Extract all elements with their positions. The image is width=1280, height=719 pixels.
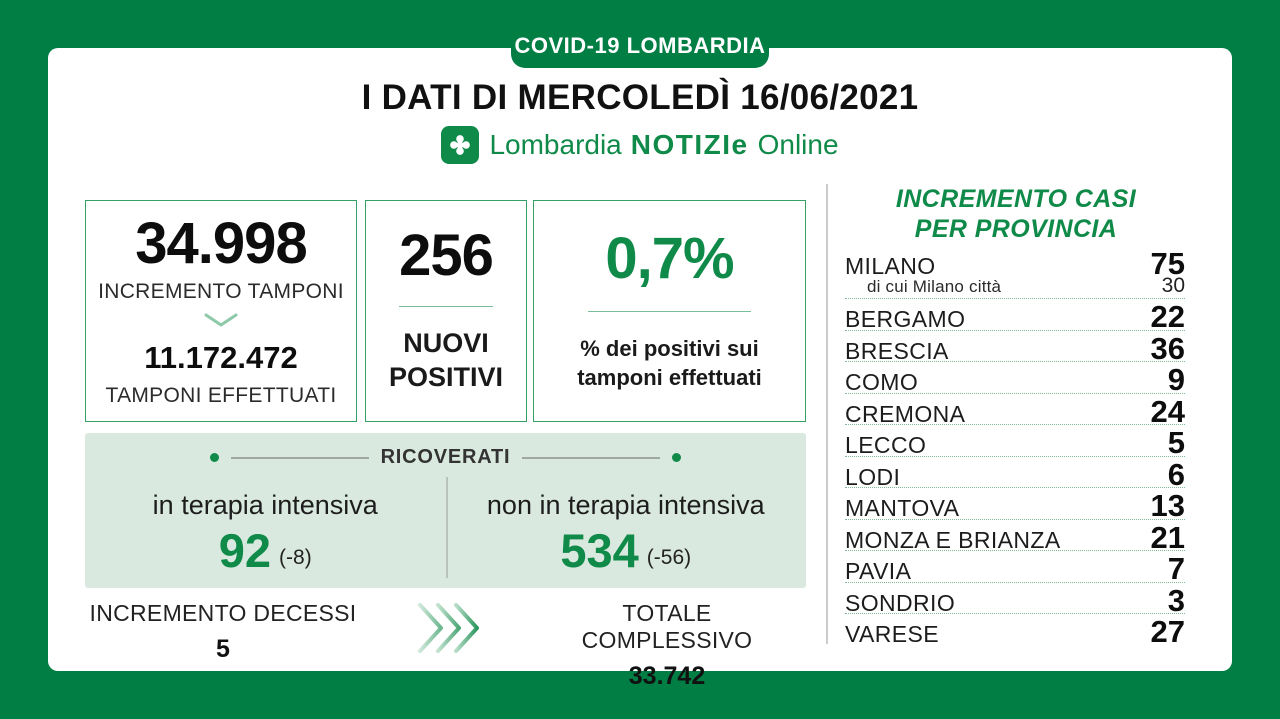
percentuale-value: 0,7%: [605, 225, 734, 291]
ricoverati-title: RICOVERATI: [380, 446, 511, 468]
province-value: 3: [1167, 582, 1185, 618]
province-name: PAVIA: [845, 558, 912, 584]
province-name: MONZA E BRIANZA: [845, 526, 1061, 553]
logo: Lombardia NOTIZIe Online: [0, 126, 1280, 164]
terapia-intensiva-block: in terapia intensiva 92 (-8): [85, 475, 446, 588]
header-line: [230, 456, 369, 459]
province-value: 9: [1167, 362, 1185, 397]
card-divider: [587, 310, 752, 313]
incremento-decessi-block: INCREMENTO DECESSI 5: [88, 600, 358, 664]
tamponi-total-value: 11.172.472: [144, 340, 298, 375]
card-percentuale-positivi: 0,7% % dei positivi sui tamponi effettua…: [533, 200, 806, 422]
page-title: I DATI DI MERCOLEDÌ 16/06/2021: [361, 78, 919, 117]
province-value: 13: [1150, 488, 1185, 523]
non-terapia-intensiva-block: non in terapia intensiva 534 (-56): [446, 475, 807, 588]
terapia-intensiva-label: in terapia intensiva: [152, 489, 378, 520]
province-value: 24: [1150, 393, 1185, 429]
province-row: MANTOVA 13: [845, 488, 1185, 523]
triple-chevron-right-icon: [417, 601, 481, 660]
terapia-intensiva-delta: (-8): [279, 545, 312, 569]
province-name: CREMONA: [845, 400, 966, 427]
province-sub-name: di cui Milano città: [867, 277, 1002, 296]
province-name: BRESCIA: [845, 337, 949, 364]
province-row: BRESCIA 36: [845, 331, 1185, 366]
province-row: LODI 6: [845, 457, 1185, 492]
ricoverati-divider: [445, 477, 448, 578]
province-value: 7: [1167, 551, 1185, 586]
terapia-intensiva-value: 92: [218, 523, 272, 577]
province-row: MILANO 75: [845, 246, 1185, 281]
nuovi-positivi-label-line1: NUOVI: [403, 328, 489, 359]
incremento-decessi-value: 5: [216, 635, 230, 663]
province-row: COMO 9: [845, 362, 1185, 397]
province-value: 21: [1150, 519, 1185, 555]
non-terapia-intensiva-value: 534: [560, 523, 639, 577]
province-value: 22: [1150, 299, 1185, 334]
dot-icon: [672, 453, 682, 462]
tamponi-increment-label: INCREMENTO TAMPONI: [98, 280, 344, 303]
province-name: LODI: [845, 463, 901, 490]
province-value: 6: [1167, 456, 1185, 492]
percentuale-label-line2: tamponi effettuati: [577, 364, 762, 390]
province-name: VARESE: [845, 621, 940, 647]
province-rows: MILANO 75 di cui Milano città 30 BERGAMO 22 BR…: [845, 246, 1185, 649]
logo-brand: NOTIZIe: [630, 129, 749, 160]
totale-complessivo-value: 33.742: [628, 662, 706, 690]
logo-suffix: Online: [757, 129, 839, 160]
rosa-camuna-icon: [441, 126, 480, 164]
province-name: MANTOVA: [845, 495, 960, 521]
nuovi-positivi-value: 256: [399, 223, 494, 289]
card-nuovi-positivi: 256 NUOVI POSITIVI: [365, 200, 527, 422]
non-terapia-intensiva-label: non in terapia intensiva: [486, 489, 765, 520]
province-heading-line2: PER PROVINCIA: [914, 214, 1118, 243]
province-value: 27: [1150, 614, 1185, 649]
logo-region: Lombardia: [489, 129, 622, 160]
header-line: [522, 456, 661, 459]
province-row: PAVIA 7: [845, 551, 1185, 586]
card-incremento-tamponi: 34.998 INCREMENTO TAMPONI 11.172.472 TAM…: [85, 200, 357, 422]
incremento-decessi-label: INCREMENTO DECESSI: [89, 600, 357, 626]
logo-text: Lombardia NOTIZIe Online: [489, 129, 838, 161]
percentuale-label-line1: % dei positivi sui: [580, 335, 759, 361]
totale-complessivo-block: TOTALE COMPLESSIVO 33.742: [542, 600, 792, 691]
totale-complessivo-label: TOTALE COMPLESSIVO: [581, 600, 753, 653]
percentuale-label: % dei positivi sui tamponi effettuati: [577, 335, 762, 392]
non-terapia-intensiva-delta: (-56): [646, 545, 692, 569]
panel-divider: [826, 184, 828, 644]
province-sub-value: 30: [1161, 274, 1185, 297]
province-name: BERGAMO: [845, 306, 966, 332]
dot-icon: [209, 453, 219, 462]
province-row: VARESE 27: [845, 614, 1185, 649]
card-divider: [398, 305, 494, 307]
province-name: MILANO: [845, 253, 936, 279]
tamponi-total-label: TAMPONI EFFETTUATI: [105, 383, 337, 407]
province-heading-line1: INCREMENTO CASI: [895, 185, 1137, 213]
province-row: MONZA E BRIANZA 21: [845, 520, 1185, 555]
nuovi-positivi-label: NUOVI POSITIVI: [389, 327, 503, 395]
province-row: LECCO 5: [845, 425, 1185, 460]
province-row: CREMONA 24: [845, 394, 1185, 429]
province-row: BERGAMO 22: [845, 299, 1185, 334]
ricoverati-header: RICOVERATI: [85, 446, 806, 469]
tamponi-increment-value: 34.998: [135, 210, 307, 276]
province-panel-heading: INCREMENTO CASI PER PROVINCIA: [845, 185, 1187, 244]
banner-label: COVID-19 LOMBARDIA: [514, 33, 766, 58]
province-value: 5: [1167, 425, 1185, 460]
ricoverati-section: RICOVERATI in terapia intensiva 92 (-8) …: [85, 433, 806, 588]
nuovi-positivi-label-line2: POSITIVI: [388, 362, 504, 392]
chevron-down-icon: [203, 312, 239, 333]
province-subrow: di cui Milano città 30: [845, 274, 1185, 299]
province-value: 75: [1150, 246, 1185, 281]
province-value: 36: [1150, 330, 1185, 366]
province-name: COMO: [845, 369, 919, 395]
province-row: SONDRIO 3: [845, 583, 1185, 618]
province-name: LECCO: [845, 432, 927, 458]
banner-tab: COVID-19 LOMBARDIA: [511, 0, 769, 68]
province-name: SONDRIO: [845, 589, 956, 616]
